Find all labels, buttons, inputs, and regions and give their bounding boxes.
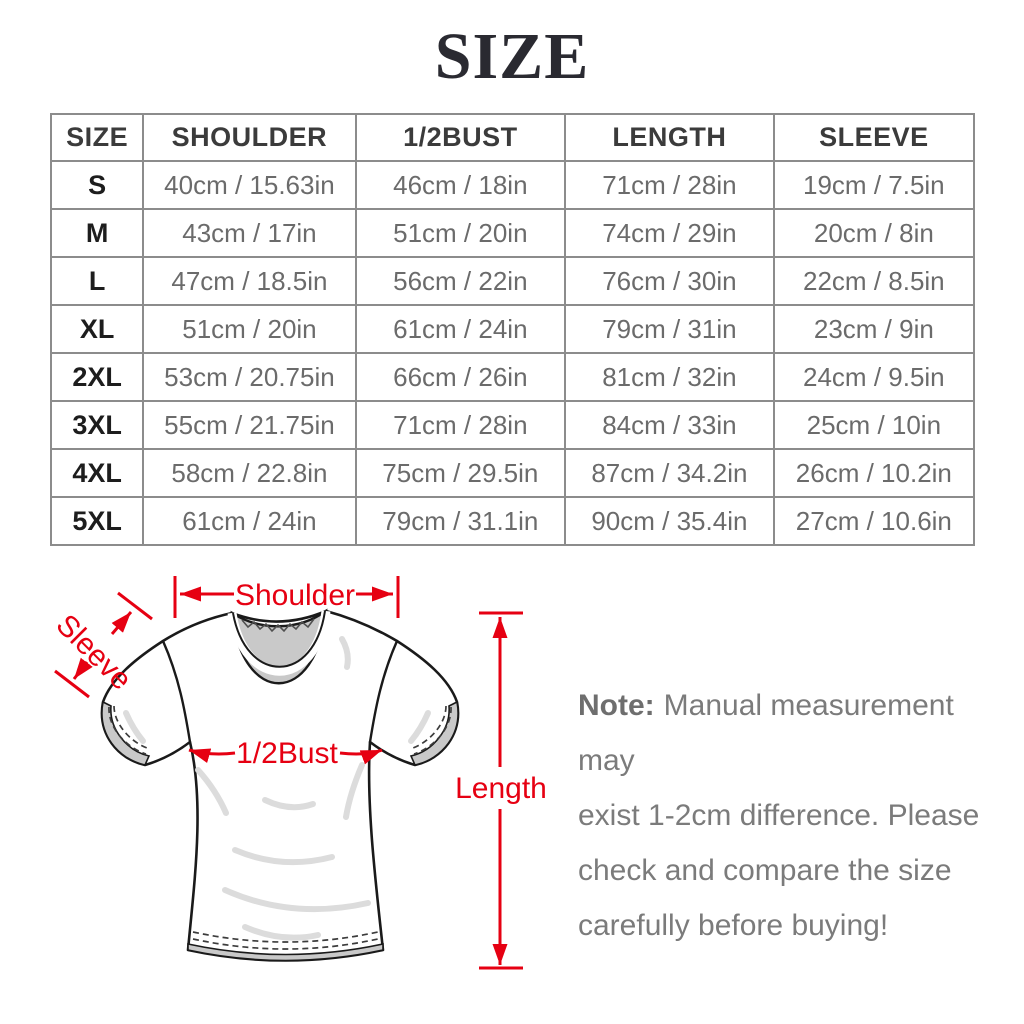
size-table-body: S 40cm / 15.63in 46cm / 18in 71cm / 28in… [49,160,976,546]
size-cell: 5XL [49,496,145,546]
right-cuff [409,700,459,766]
note-line: exist 1-2cm difference. Please [578,799,980,832]
right-armhole-seam [368,639,399,744]
length-arrow-label: Length [455,772,547,805]
measurement-cell: 46cm / 18in [354,160,567,210]
measurement-cell: 23cm / 9in [772,304,976,354]
left-armhole-seam [161,639,192,744]
size-cell: M [49,208,145,258]
measurement-cell: 66cm / 26in [354,352,567,402]
note-label: Note: [578,689,655,722]
tshirt-measurement-diagram: Shoulder Sleeve 1/2Bust Length [50,576,547,970]
measurement-cell: 79cm / 31in [564,304,775,354]
note-line: check and compare the size [578,854,952,887]
table-row: 4XL 58cm / 22.8in 75cm / 29.5in 87cm / 3… [49,448,976,498]
header-length: LENGTH [564,113,775,162]
table-row: 3XL 55cm / 21.75in 71cm / 28in 84cm / 33… [49,400,976,450]
measurement-cell: 61cm / 24in [142,496,357,546]
fabric-wrinkles [123,636,431,941]
measurement-cell: 87cm / 34.2in [564,448,775,498]
measurement-cell: 22cm / 8.5in [772,256,976,306]
size-cell: 3XL [49,400,145,450]
measurement-cell: 74cm / 29in [564,208,775,258]
size-table: SIZE SHOULDER 1/2BUST LENGTH SLEEVE S 40… [49,113,976,546]
header-sleeve: SLEEVE [772,113,976,162]
note-line-text: Manual measurement may [578,689,954,777]
collar-stitching [241,618,315,633]
size-cell: L [49,256,145,306]
measurement-cell: 27cm / 10.6in [772,496,976,546]
table-row: 2XL 53cm / 20.75in 66cm / 26in 81cm / 32… [49,352,976,402]
size-cell: XL [49,304,145,354]
shoulder-arrow: Shoulder [173,576,400,618]
bust-arrow-label: 1/2Bust [236,737,338,770]
table-row: XL 51cm / 20in 61cm / 24in 79cm / 31in 2… [49,304,976,354]
measurement-cell: 20cm / 8in [772,208,976,258]
measurement-cell: 19cm / 7.5in [772,160,976,210]
measurement-cell: 25cm / 10in [772,400,976,450]
size-cell: S [49,160,145,210]
measurement-cell: 51cm / 20in [354,208,567,258]
measurement-cell: 90cm / 35.4in [564,496,775,546]
measurement-cell: 58cm / 22.8in [142,448,357,498]
note-text: Note: Manual measurement may exist 1-2cm … [578,678,982,953]
table-row: L 47cm / 18.5in 56cm / 22in 76cm / 30in … [49,256,976,306]
measurement-cell: 71cm / 28in [354,400,567,450]
tshirt-body-outline [100,609,460,962]
table-row: S 40cm / 15.63in 46cm / 18in 71cm / 28in… [49,160,976,210]
measurement-cell: 43cm / 17in [142,208,357,258]
header-row: SIZE SHOULDER 1/2BUST LENGTH SLEEVE [49,113,976,162]
shoulder-arrow-label: Shoulder [235,579,355,612]
size-table-header: SIZE SHOULDER 1/2BUST LENGTH SLEEVE [49,113,976,162]
measurement-cell: 56cm / 22in [354,256,567,306]
measurement-cell: 79cm / 31.1in [354,496,567,546]
collar [227,608,331,685]
size-cell: 4XL [49,448,145,498]
note-line: carefully before buying! [578,909,889,942]
measurement-cell: 24cm / 9.5in [772,352,976,402]
hem [187,931,384,962]
measurement-cell: 84cm / 33in [564,400,775,450]
header-size: SIZE [49,113,145,162]
table-row: M 43cm / 17in 51cm / 20in 74cm / 29in 20… [49,208,976,258]
measurement-cell: 55cm / 21.75in [142,400,357,450]
length-arrow: Length [455,611,547,970]
measurement-cell: 47cm / 18.5in [142,256,357,306]
header-shoulder: SHOULDER [142,113,357,162]
tshirt-illustration [100,608,460,962]
measurement-cell: 61cm / 24in [354,304,567,354]
measurement-cell: 81cm / 32in [564,352,775,402]
size-cell: 2XL [49,352,145,402]
measurement-cell: 51cm / 20in [142,304,357,354]
measurement-cell: 26cm / 10.2in [772,448,976,498]
measurement-cell: 53cm / 20.75in [142,352,357,402]
left-cuff [101,700,151,766]
bust-arrow: 1/2Bust [188,737,383,770]
measurement-cell: 71cm / 28in [564,160,775,210]
note-line: Note: Manual measurement may [578,678,982,788]
measurement-cell: 76cm / 30in [564,256,775,306]
header-bust: 1/2BUST [354,113,567,162]
page-title: SIZE [434,20,590,93]
measurement-cell: 75cm / 29.5in [354,448,567,498]
table-row: 5XL 61cm / 24in 79cm / 31.1in 90cm / 35.… [49,496,976,546]
measurement-cell: 40cm / 15.63in [142,160,357,210]
